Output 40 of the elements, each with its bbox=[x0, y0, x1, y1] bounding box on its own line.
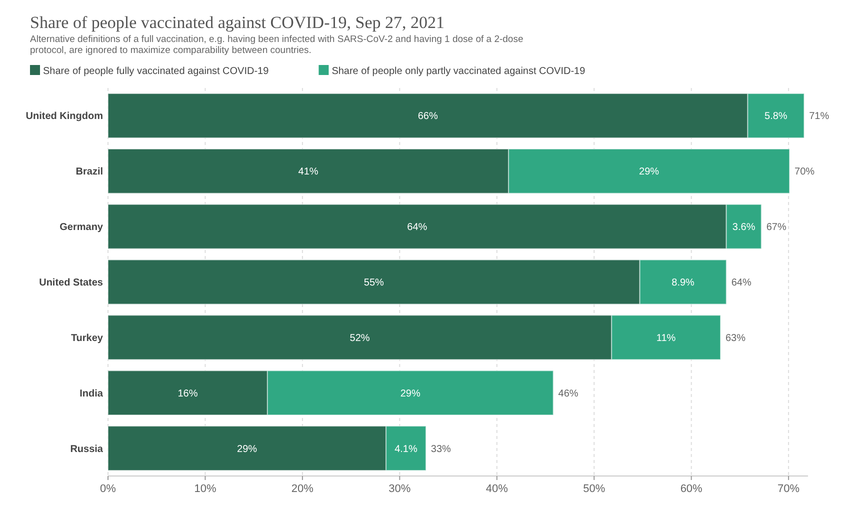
data-label: 16% bbox=[178, 388, 198, 400]
x-tick-label: 20% bbox=[291, 483, 314, 495]
total-label: 64% bbox=[731, 278, 752, 288]
y-tick-label: Turkey bbox=[70, 332, 104, 344]
total-label: 70% bbox=[794, 166, 815, 178]
x-tick-label: 40% bbox=[486, 483, 508, 495]
legend-label: Share of people only partly vaccinated against COVID-19 bbox=[332, 66, 586, 77]
x-tick-label: 50% bbox=[583, 483, 606, 495]
data-label: 29% bbox=[237, 444, 258, 455]
y-tick-label: Brazil bbox=[76, 166, 104, 178]
data-label: 29% bbox=[639, 166, 660, 178]
data-label: 8.9% bbox=[672, 278, 695, 288]
x-tick-label: 0% bbox=[100, 483, 116, 495]
total-label: 67% bbox=[766, 222, 786, 234]
y-tick-label: Russia bbox=[70, 444, 104, 455]
total-label: 71% bbox=[809, 111, 830, 122]
total-label: 46% bbox=[558, 388, 578, 400]
x-tick-label: 70% bbox=[778, 483, 800, 495]
chart-title: Share of people vaccinated against COVID-19, Sep 27, 2021 bbox=[30, 13, 444, 32]
data-label: 11% bbox=[656, 332, 676, 344]
data-label: 64% bbox=[407, 222, 428, 234]
data-label: 66% bbox=[418, 111, 438, 122]
series-label: Share of people fully vaccinated against COVID-19 bbox=[43, 66, 270, 77]
total-label: 63% bbox=[726, 332, 746, 344]
chart-subtitle: Alternative definitions of a full vaccination, e.g. having been infected with SARS-CoV-2 and having 1 dose of a 2-dose protocol, are ignored to maximize comparability between countries. bbox=[30, 34, 524, 56]
data-label: 29% bbox=[400, 388, 420, 400]
y-tick-label: United States bbox=[39, 278, 104, 288]
x-tick-label: 30% bbox=[388, 483, 411, 495]
x-tick-label: 10% bbox=[194, 483, 216, 495]
data-label: 52% bbox=[350, 332, 370, 344]
data-label: 5.8% bbox=[764, 111, 788, 122]
y-tick-label: Germany bbox=[60, 222, 104, 234]
data-label: 4.1% bbox=[394, 444, 418, 455]
data-label: 55% bbox=[364, 278, 384, 288]
total-label: 33% bbox=[430, 444, 452, 455]
data-label: 3.6% bbox=[732, 222, 756, 234]
y-tick-label: United Kingdom bbox=[26, 111, 104, 122]
x-tick-label: 60% bbox=[680, 483, 703, 495]
y-tick-label: India bbox=[80, 388, 104, 400]
data-label: 41% bbox=[298, 166, 318, 178]
